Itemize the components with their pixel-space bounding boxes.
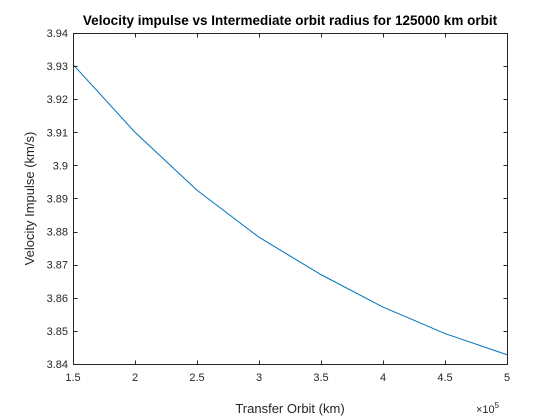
series-layer [72,64,508,356]
x-axis-exponent-label: ×105 [476,401,500,416]
x-tick-label: 1.5 [65,372,80,384]
y-tick-label: 3.91 [47,127,68,139]
y-tick-label: 3.93 [47,61,68,73]
x-tick-label: 3.5 [313,372,328,384]
x-exponent-power: 5 [495,401,500,410]
x-tick-label: 2 [132,372,138,384]
y-tick-label: 3.87 [47,260,68,272]
y-tick-label: 3.85 [47,326,68,338]
chart-title: Velocity impulse vs Intermediate orbit r… [83,13,498,28]
x-tick-label: 2.5 [189,372,204,384]
y-tick-label: 3.84 [47,359,68,371]
y-axis-label: Velocity Impulse (km/s) [22,132,37,266]
x-tick-label: 5 [504,372,510,384]
series-line [72,64,508,356]
y-tick-label: 3.88 [47,227,68,239]
x-tick-label: 4.5 [437,372,452,384]
x-axis-label: Transfer Orbit (km) [235,401,344,416]
y-tick-label: 3.89 [47,194,68,206]
y-tick-label: 3.9 [53,160,68,172]
x-tick-label: 3 [256,372,262,384]
y-tick-label: 3.94 [47,28,68,40]
y-tick-label: 3.92 [47,94,68,106]
plot-area [73,33,507,364]
x-exponent-base: ×10 [476,404,495,416]
x-tick-label: 4 [380,372,386,384]
plot-frame [73,33,508,365]
y-tick-label: 3.86 [47,293,68,305]
